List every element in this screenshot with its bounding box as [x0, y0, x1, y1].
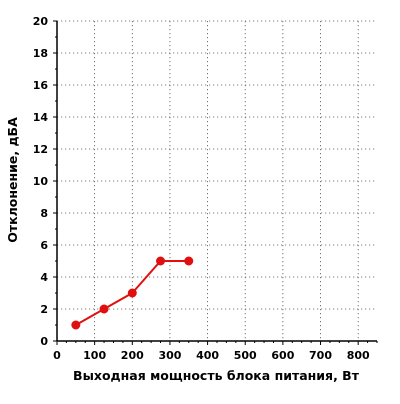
x-tick-label: 0 [53, 349, 61, 362]
x-axis-title: Выходная мощность блока питания, Вт [73, 368, 360, 383]
data-point [156, 256, 166, 266]
x-tick-label: 400 [196, 349, 219, 362]
data-point [184, 256, 194, 266]
x-tick-label: 200 [121, 349, 144, 362]
x-tick-label: 100 [83, 349, 106, 362]
y-tick-label: 4 [40, 271, 48, 284]
x-tick-label: 800 [347, 349, 370, 362]
y-tick-label: 8 [40, 207, 48, 220]
data-point [127, 288, 137, 298]
x-tick-label: 700 [309, 349, 332, 362]
axes [53, 20, 378, 345]
y-tick-label: 18 [33, 47, 48, 60]
data-point [99, 304, 109, 314]
y-tick-label: 6 [40, 239, 48, 252]
y-tick-label: 16 [33, 79, 49, 92]
x-tick-label: 500 [234, 349, 257, 362]
x-tick-label: 600 [271, 349, 294, 362]
x-tick-label: 300 [158, 349, 181, 362]
y-tick-label: 12 [33, 143, 48, 156]
y-axis-title: Отклонение, дБА [5, 117, 20, 243]
y-tick-label: 2 [40, 303, 48, 316]
y-tick-label: 10 [33, 175, 49, 188]
y-tick-label: 0 [40, 335, 48, 348]
grid [57, 20, 377, 341]
series-layer [71, 256, 194, 330]
y-tick-label: 14 [33, 111, 49, 124]
data-point [71, 320, 81, 330]
y-tick-label: 20 [33, 15, 49, 28]
